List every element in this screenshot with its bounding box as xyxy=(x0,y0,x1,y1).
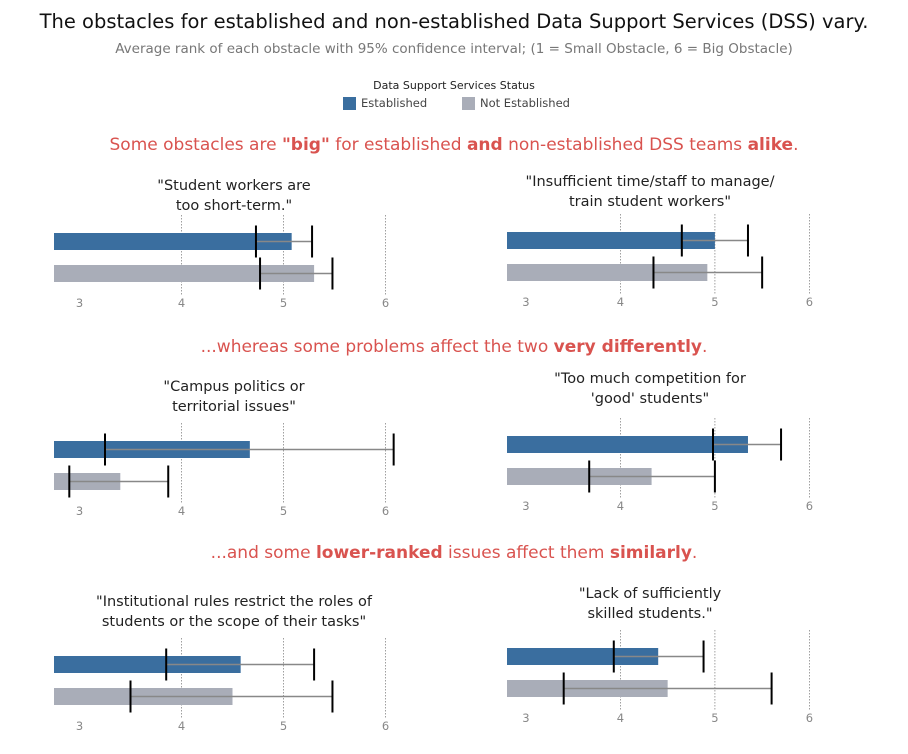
section-heading-part: . xyxy=(702,337,708,357)
bar-not-established xyxy=(507,468,652,485)
panel-title-3: "Campus politics or territorial issues" xyxy=(163,379,305,415)
legend-label-established: Established xyxy=(361,96,428,110)
panel-title-1: "Student workers are too short-term." xyxy=(157,178,311,214)
x-tick-label: 4 xyxy=(617,295,624,309)
panel-title-5: "Institutional rules restrict the roles … xyxy=(96,594,372,630)
section-heading-part: alike xyxy=(747,135,794,155)
section-heading-part: and xyxy=(466,135,503,155)
section-heading-part: Some obstacles are xyxy=(109,135,282,155)
chart-panel-5: 3 4 5 6 xyxy=(54,638,389,733)
section-heading-part: similarly xyxy=(609,543,692,563)
chart-panel-2: 3 4 5 6 xyxy=(507,214,813,309)
section-heading-part: lower-ranked xyxy=(315,543,443,563)
x-tick-label: 5 xyxy=(711,499,718,513)
x-tick-label: 6 xyxy=(382,719,389,733)
x-tick-label: 5 xyxy=(711,711,718,725)
legend-swatch-not-established xyxy=(462,96,475,110)
legend-item-established[interactable]: Established xyxy=(343,96,427,110)
section-heading-part: . xyxy=(793,135,799,155)
bar-established xyxy=(507,436,748,453)
legend-label-not-established: Not Established xyxy=(480,96,570,110)
chart-title: The obstacles for established and non-es… xyxy=(39,10,869,33)
x-tick-label: 4 xyxy=(178,719,185,733)
x-tick-label: 3 xyxy=(76,504,83,518)
section-heading-part: very differently xyxy=(553,337,702,357)
section-heading-part: . xyxy=(691,543,698,563)
x-tick-label: 5 xyxy=(280,719,287,733)
section-heading-part: ...whereas some problems affect the two xyxy=(200,337,554,357)
x-tick-label: 6 xyxy=(806,499,813,513)
panel-title-2: "Insufficient time/staff to manage/ trai… xyxy=(525,174,775,210)
x-tick-label: 6 xyxy=(806,711,813,725)
x-tick-label: 4 xyxy=(178,504,185,518)
x-tick-label: 6 xyxy=(382,296,389,310)
x-tick-label: 3 xyxy=(76,719,83,733)
x-tick-label: 5 xyxy=(711,295,718,309)
chart-panel-3: 3 4 5 6 xyxy=(54,423,395,518)
chart-subtitle: Average rank of each obstacle with 95% c… xyxy=(115,41,793,57)
section-heading-part: "big" xyxy=(281,135,330,155)
x-tick-label: 4 xyxy=(617,499,624,513)
bar-established xyxy=(507,648,659,665)
section-heading-part: non-established DSS teams xyxy=(502,135,748,155)
bar-not-established xyxy=(507,264,708,281)
legend-title: Data Support Services Status xyxy=(373,79,535,92)
section-heading-3: ...and some lower-ranked issues affect t… xyxy=(0,543,908,563)
chart-panel-1: 3 4 5 6 xyxy=(54,215,389,310)
x-tick-label: 3 xyxy=(522,711,529,725)
x-tick-label: 3 xyxy=(522,499,529,513)
bar-established xyxy=(507,232,715,249)
legend-item-not-established[interactable]: Not Established xyxy=(462,96,570,110)
x-tick-label: 4 xyxy=(617,711,624,725)
bar-not-established xyxy=(54,265,315,282)
chart-panel-6: 3 4 5 6 xyxy=(507,630,813,725)
x-tick-label: 5 xyxy=(280,296,287,310)
x-tick-label: 6 xyxy=(806,295,813,309)
section-heading-1: Some obstacles are "big" for established… xyxy=(0,135,908,155)
panel-title-6: "Lack of sufficiently skilled students." xyxy=(578,586,722,622)
legend-swatch-established xyxy=(343,96,356,110)
x-tick-label: 3 xyxy=(522,295,529,309)
x-tick-label: 5 xyxy=(280,504,287,518)
section-heading-2: ...whereas some problems affect the two … xyxy=(0,337,908,357)
x-tick-label: 6 xyxy=(382,504,389,518)
x-tick-label: 3 xyxy=(76,296,83,310)
section-heading-part: for established xyxy=(329,135,467,155)
chart-panel-4: 3 4 5 6 xyxy=(507,418,813,513)
bar-established xyxy=(54,233,292,250)
section-heading-part: issues affect them xyxy=(442,543,610,563)
x-tick-label: 4 xyxy=(178,296,185,310)
section-heading-part: ...and some xyxy=(210,543,316,563)
bar-established xyxy=(54,656,241,673)
panel-title-4: "Too much competition for 'good' student… xyxy=(554,371,746,407)
